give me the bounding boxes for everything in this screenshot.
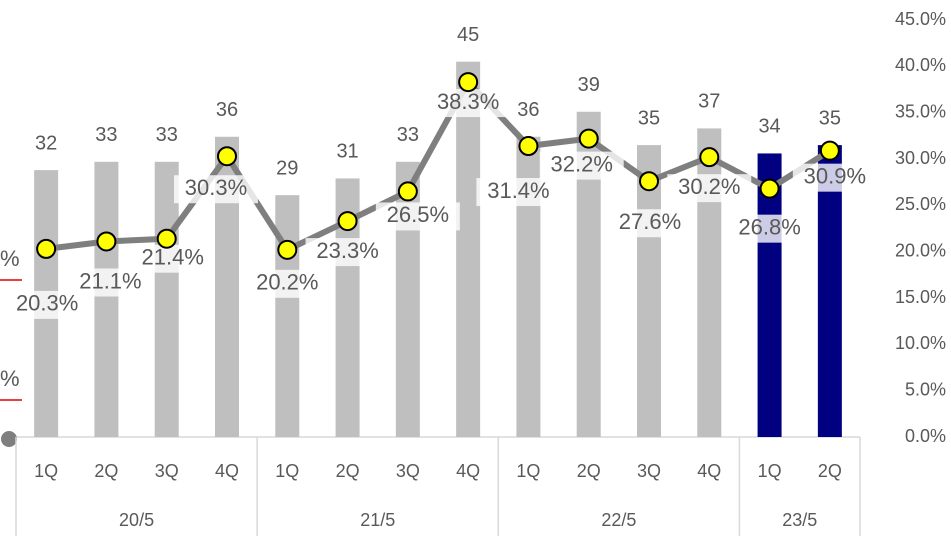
bar <box>757 153 782 437</box>
label-box <box>245 269 330 298</box>
bar-value-label: 33 <box>397 124 419 146</box>
marker <box>578 128 599 149</box>
bar-value-label: 36 <box>216 99 238 121</box>
x-tick-label: 1Q <box>34 461 58 481</box>
label-box <box>130 244 215 273</box>
x-tick-label: 3Q <box>637 461 661 481</box>
x-tick-label: 1Q <box>758 461 782 481</box>
x-tick-label: 4Q <box>215 461 239 481</box>
y2-tick-label: 40.0% <box>895 55 946 75</box>
y2-tick-label: 35.0% <box>895 101 946 121</box>
line-value-label: 27.6% <box>619 209 681 234</box>
annotation: % <box>0 366 20 391</box>
y2-tick-label: 5.0% <box>905 379 946 399</box>
marker <box>397 181 418 202</box>
label-box <box>174 175 258 204</box>
x-tick-label: 2Q <box>818 461 842 481</box>
axis-dot <box>1 431 17 447</box>
line-value-label: 26.8% <box>738 214 800 239</box>
bar-value-label: 35 <box>638 107 660 129</box>
line-value-label: 21.4% <box>142 245 204 270</box>
x-tick-label: 1Q <box>516 461 540 481</box>
bar <box>817 145 842 437</box>
line-value-label: 20.2% <box>256 270 318 295</box>
marker <box>96 231 117 252</box>
bar-value-label: 45 <box>457 24 479 46</box>
bar-value-label: 32 <box>35 132 57 154</box>
label-box <box>305 238 390 267</box>
label-box <box>426 89 511 118</box>
marker <box>759 178 780 199</box>
label-box <box>792 163 877 192</box>
x-tick-label: 2Q <box>577 461 601 481</box>
bar-value-label: 35 <box>819 107 841 129</box>
marker <box>639 171 659 192</box>
y2-tick-label: 20.0% <box>895 240 946 260</box>
label-box <box>375 202 460 231</box>
bar <box>456 61 481 437</box>
bar <box>94 161 119 437</box>
x-tick-label: 4Q <box>697 461 721 481</box>
label-box <box>68 268 153 297</box>
bar-value-label: 36 <box>517 99 539 121</box>
x-tick-label: 2Q <box>94 461 118 481</box>
marker <box>277 239 298 260</box>
group-label: 20/5 <box>119 510 154 530</box>
line-value-label: 20.3% <box>16 291 78 316</box>
x-tick-label: 1Q <box>275 461 299 481</box>
y2-tick-label: 30.0% <box>895 148 946 168</box>
marker <box>337 211 358 232</box>
line-value-label: 30.3% <box>185 175 247 200</box>
group-label: 23/5 <box>782 510 817 530</box>
marker <box>156 228 177 249</box>
label-box <box>476 178 561 207</box>
marker <box>217 146 237 167</box>
y2-tick-label: 15.0% <box>895 287 946 307</box>
bar-value-label: 37 <box>698 91 720 113</box>
bar-value-label: 34 <box>758 116 780 138</box>
bar-value-label: 31 <box>336 141 358 163</box>
x-tick-label: 4Q <box>456 461 480 481</box>
label-box <box>539 151 624 180</box>
label-box <box>667 174 752 203</box>
label-box <box>727 214 812 243</box>
x-tick-label: 3Q <box>396 461 420 481</box>
line-value-label: 31.4% <box>487 178 549 203</box>
y2-tick-label: 45.0% <box>895 9 946 29</box>
marker <box>36 238 57 259</box>
label-box <box>608 209 692 238</box>
bar-value-label: 33 <box>156 124 178 146</box>
x-tick-label: 2Q <box>336 461 360 481</box>
line-value-label: 26.5% <box>387 202 449 227</box>
bar <box>637 145 661 437</box>
line-value-label: 30.9% <box>804 163 866 188</box>
group-label: 21/5 <box>360 510 395 530</box>
bar-value-label: 29 <box>276 157 298 179</box>
line-value-label: 21.1% <box>79 268 141 293</box>
group-label: 22/5 <box>601 510 636 530</box>
marker <box>458 72 479 93</box>
line-value-label: 38.3% <box>437 89 499 114</box>
bar-value-label: 33 <box>95 124 117 146</box>
y2-tick-label: 0.0% <box>905 426 946 446</box>
line-value-label: 32.2% <box>551 151 613 176</box>
x-tick-label: 3Q <box>155 461 179 481</box>
bar-value-label: 39 <box>578 74 600 96</box>
annotation: % <box>0 246 20 271</box>
line-value-label: 30.2% <box>678 174 740 199</box>
y2-tick-label: 25.0% <box>895 194 946 214</box>
y2-tick-label: 10.0% <box>895 333 946 353</box>
line-value-label: 23.3% <box>316 238 378 263</box>
bar <box>154 161 179 437</box>
marker <box>819 140 840 161</box>
marker <box>699 147 720 168</box>
marker <box>518 136 539 157</box>
line <box>45 79 832 253</box>
